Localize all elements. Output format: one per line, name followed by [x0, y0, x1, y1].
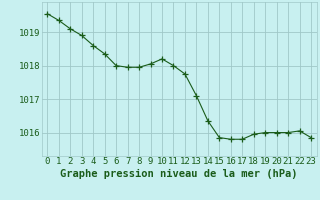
X-axis label: Graphe pression niveau de la mer (hPa): Graphe pression niveau de la mer (hPa) — [60, 169, 298, 179]
